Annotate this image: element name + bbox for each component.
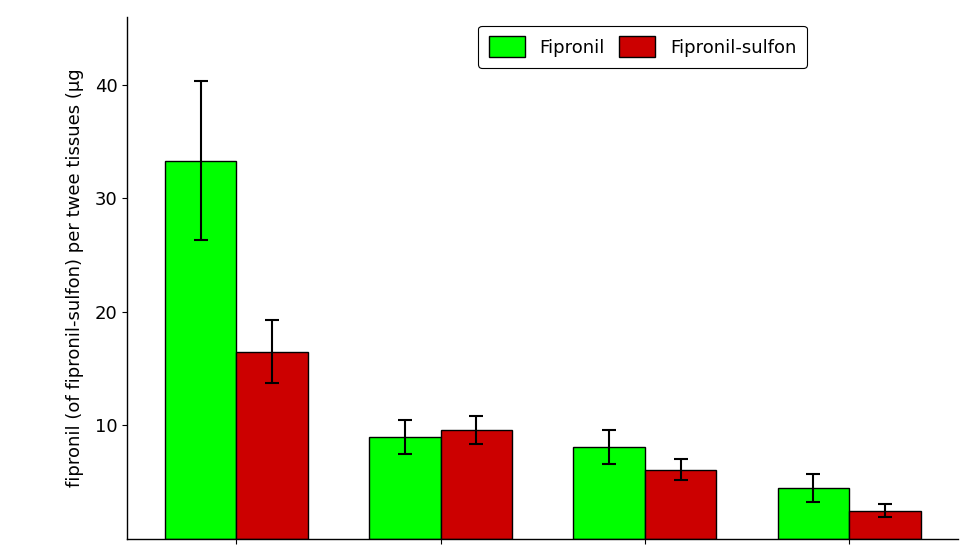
Bar bbox=[848, 510, 919, 539]
Bar bbox=[368, 437, 441, 539]
Legend: Fipronil, Fipronil-sulfon: Fipronil, Fipronil-sulfon bbox=[478, 25, 806, 68]
Bar bbox=[236, 351, 308, 539]
Y-axis label: fipronil (of fipronil-sulfon) per twee tissues (µg: fipronil (of fipronil-sulfon) per twee t… bbox=[65, 68, 83, 487]
Bar bbox=[644, 470, 716, 539]
Bar bbox=[777, 488, 848, 539]
Bar bbox=[441, 430, 512, 539]
Bar bbox=[573, 447, 644, 539]
Bar bbox=[165, 161, 236, 539]
